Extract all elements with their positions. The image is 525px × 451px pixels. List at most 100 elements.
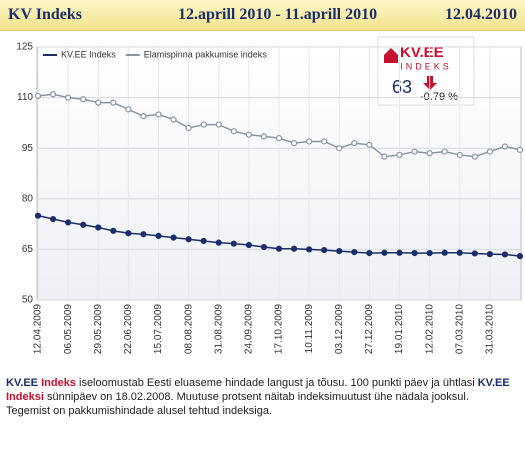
point [321,138,328,145]
point [65,219,72,226]
y-tick-label: 50 [22,295,34,306]
point [140,231,147,238]
point [65,94,72,101]
point [306,246,313,253]
brand-red: Indeks [41,377,76,389]
brand-red: Indeksi [6,391,44,403]
point [34,212,42,219]
y-tick-label: 125 [16,42,33,53]
x-tick-label: 29.05.2009 [93,304,104,354]
badge-sub: INDEKS [400,61,452,71]
date: 12.04.2010 [445,6,517,23]
point [290,140,298,147]
point [486,251,493,258]
point [230,240,237,247]
brand: KV.EE [6,377,39,389]
point [351,140,358,147]
point [80,96,87,103]
point [411,250,418,257]
badge-value: 63 [392,77,412,97]
x-tick-label: 10.11.2009 [304,304,315,354]
point [260,133,268,140]
point [49,91,57,98]
point [336,247,343,255]
point [381,153,388,160]
text: Tegemist on pakkumishindade alusel tehtu… [6,405,272,417]
point [471,250,478,257]
y-tick-label: 80 [22,193,34,204]
x-tick-label: 15.07.2009 [153,304,164,354]
point [426,150,433,157]
point [110,227,117,234]
text: iseloomustab Eesti eluaseme hindade lang… [75,377,478,389]
chart: KV.EE INDEKS 63 -0.79 % 50 65 80 95 110 125 12… [16,36,524,354]
point [275,245,283,252]
x-tick-label: 19.01.2010 [394,304,405,354]
point [516,146,524,153]
point [321,246,328,254]
x-tick-label: 27.12.2009 [364,304,375,354]
badge [377,36,475,106]
point [185,124,192,132]
point [260,243,268,251]
point [381,249,388,256]
y-tick-label: 65 [22,244,34,255]
point [230,128,237,135]
point [456,249,463,256]
x-tick-label: 12.04.2009 [33,304,44,354]
brand: KV.EE [477,377,510,389]
point [426,250,433,257]
point [155,111,162,118]
point [245,241,252,249]
x-tick-label: 31.08.2009 [213,304,224,354]
point [200,121,207,128]
point [155,232,162,240]
legend-label: Elamispinna pakkumise indeks [144,49,268,59]
point [185,236,192,243]
x-tick-label: 03.12.2009 [334,304,345,354]
point [200,237,207,245]
point [411,148,418,155]
point [306,138,313,145]
x-tick-label: 22.06.2009 [123,304,134,354]
point [441,249,448,256]
period: 12.aprill 2010 - 11.aprill 2010 [178,6,378,23]
footer: KV.EE Indeks iseloomustab Eesti eluaseme… [6,376,516,418]
badge-change: -0.79 % [420,91,458,103]
point [215,121,222,128]
x-tick-label: 08.08.2009 [183,304,194,354]
point [140,113,147,120]
y-tick-label: 95 [22,143,34,154]
point [501,251,509,258]
x-tick-label: 12.02.2010 [424,304,435,354]
point [501,143,509,150]
point [80,221,87,228]
point [110,99,117,106]
point [125,106,132,113]
badge-brand: KV.EE [400,44,444,61]
point [170,234,177,241]
point [95,99,102,106]
x-tick-label: 17.10.2009 [274,304,285,354]
point [396,249,403,256]
x-tick-label: 06.05.2009 [63,304,74,354]
legend-label: KV.EE Indeks [61,49,116,59]
point [471,153,478,160]
badge-icon [384,48,398,63]
point [215,239,222,246]
point [456,151,463,159]
x-tick-label: 07.03.2010 [454,304,465,354]
x-tick-label: 31.03.2010 [485,304,496,354]
point [366,141,373,148]
point [125,230,132,237]
point [351,248,358,256]
y-tick-label: 110 [17,92,33,103]
header: KV Indeks 12.aprill 2010 - 11.aprill 201… [0,0,525,31]
point [366,250,373,257]
point [486,148,493,155]
point [336,145,343,152]
point [290,245,298,252]
point [170,116,177,123]
text: sünnipäev on 18.02.2008. Muutuse protsen… [43,391,469,403]
